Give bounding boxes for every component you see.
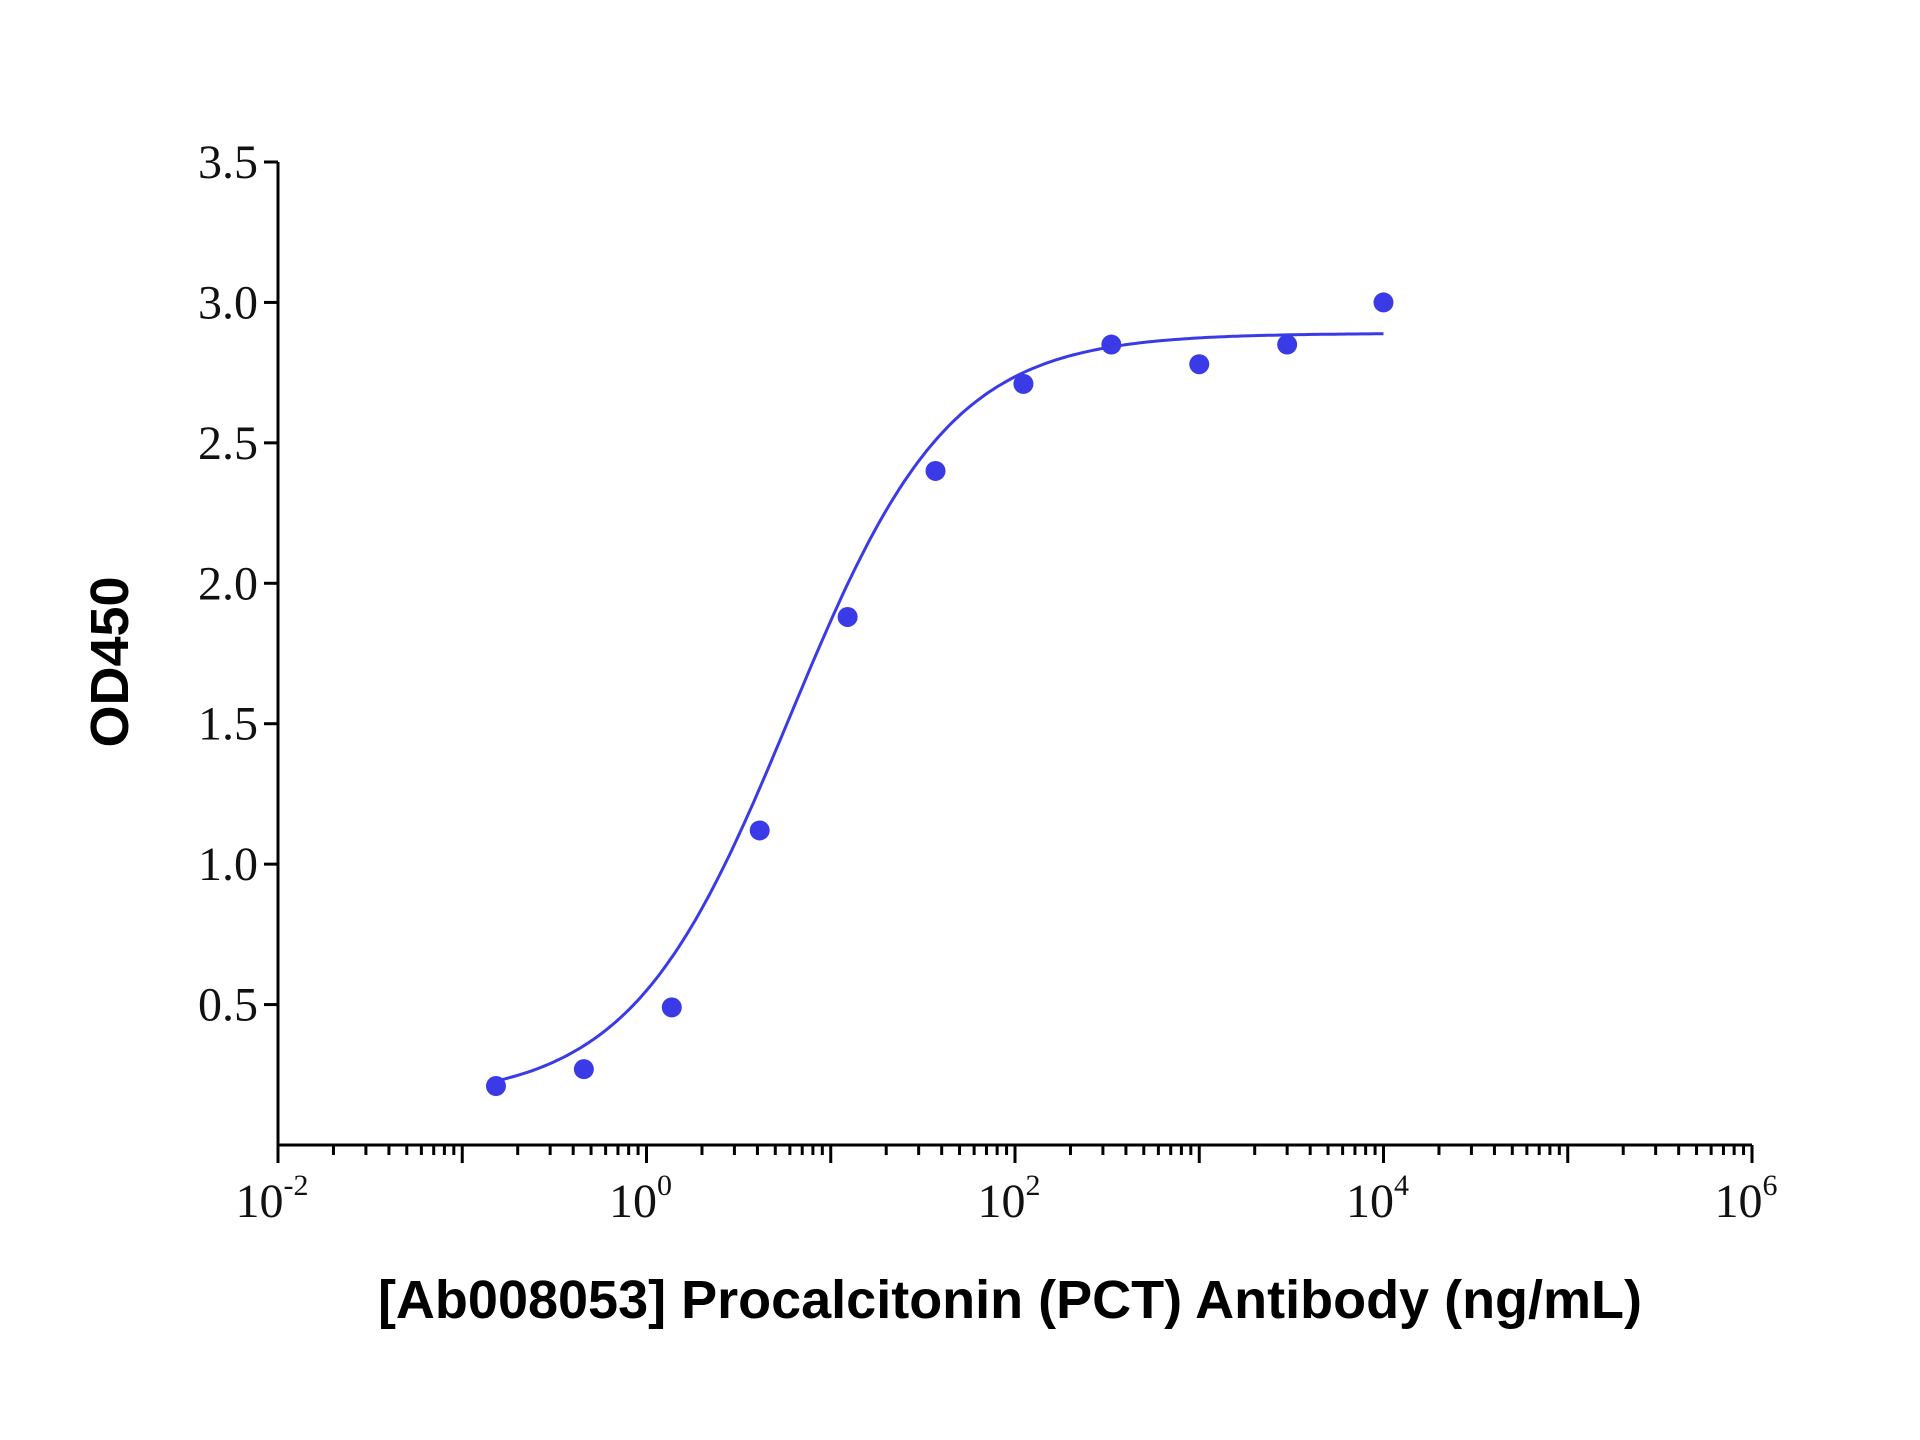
data-points xyxy=(485,292,1394,1097)
x-tick-label-exponent: 4 xyxy=(1394,1169,1409,1202)
x-tick-label-base: 10 xyxy=(609,1175,657,1228)
data-point xyxy=(925,460,946,481)
x-tick-label-base: 10 xyxy=(236,1175,284,1228)
x-tick-label: 104 xyxy=(1346,1169,1409,1228)
fit-curve-group xyxy=(495,332,1384,1083)
data-point xyxy=(1373,292,1394,313)
data-point xyxy=(1101,334,1122,355)
x-tick-label: 102 xyxy=(978,1169,1041,1228)
fit-curve xyxy=(495,332,1384,1083)
x-tick-label: 10-2 xyxy=(236,1169,309,1228)
data-point xyxy=(485,1076,506,1097)
y-tick-label: 3.5 xyxy=(198,136,258,189)
x-axis-title: [Ab008053] Procalcitonin (PCT) Antibody … xyxy=(378,1270,1642,1330)
x-tick-label-base: 10 xyxy=(978,1175,1026,1228)
x-tick-label-base: 10 xyxy=(1346,1175,1394,1228)
y-tick-label: 2.0 xyxy=(198,557,258,610)
y-tick-label: 2.5 xyxy=(198,417,258,470)
x-tick-label-exponent: 6 xyxy=(1763,1169,1778,1202)
x-tick-label-exponent: 2 xyxy=(1026,1169,1041,1202)
data-point xyxy=(837,606,858,627)
y-axis-ticks: 0.5 1.0 1.5 2.0 2.5 3.0 3.5 xyxy=(198,136,278,1032)
y-tick-label: 1.5 xyxy=(198,698,258,751)
x-tick-label: 100 xyxy=(609,1169,672,1228)
data-point xyxy=(749,820,770,841)
data-point xyxy=(1189,354,1210,375)
y-tick-label: 1.0 xyxy=(198,838,258,891)
data-point xyxy=(573,1059,594,1080)
x-tick-label: 106 xyxy=(1715,1169,1778,1228)
y-tick-label: 0.5 xyxy=(198,979,258,1032)
data-point xyxy=(1013,373,1034,394)
data-point xyxy=(1277,334,1298,355)
axes xyxy=(276,162,1752,1147)
x-tick-label-exponent: -2 xyxy=(284,1169,309,1202)
y-tick-label: 3.0 xyxy=(198,276,258,329)
x-tick-label-exponent: 0 xyxy=(657,1169,672,1202)
x-axis-ticks: 10-2 100 102 104 106 xyxy=(236,1145,1778,1228)
data-point xyxy=(661,997,682,1018)
x-tick-label-base: 10 xyxy=(1715,1175,1763,1228)
y-axis-title: OD450 xyxy=(80,576,140,747)
